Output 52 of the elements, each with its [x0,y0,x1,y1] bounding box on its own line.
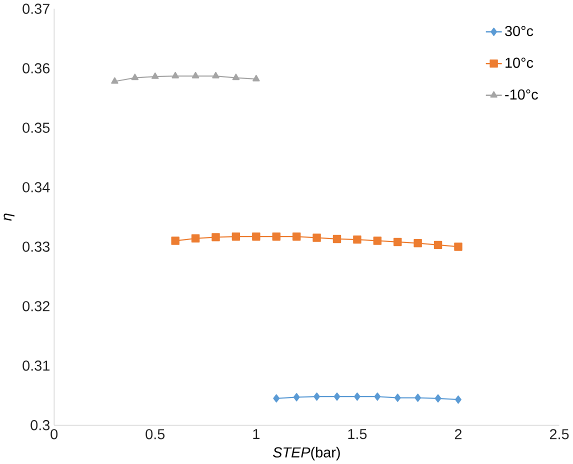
legend-label: 30°c [505,26,534,36]
point [353,235,362,244]
legend-label: 10°c [506,58,534,68]
point [394,238,402,246]
y-tick-label: 0.35 [22,122,50,133]
point [272,232,280,241]
point [151,72,159,79]
y-tick-label: 0.3 [30,420,50,430]
point [332,234,342,244]
point [314,392,320,401]
point [414,394,422,402]
point [354,392,360,401]
point [171,236,180,245]
point [293,393,300,402]
point [312,234,321,242]
x-tick-label: 1 [253,429,260,439]
y-tick-label: 0.33 [22,242,50,252]
x-tick-label: 1.5 [348,429,367,440]
point [273,394,280,402]
y-tick-label: 0.32 [22,301,50,312]
y-tick-label: 0.34 [22,182,50,192]
x-tick-label: 0 [50,429,58,440]
y-tick-label: 0.36 [22,63,50,74]
point [334,392,340,401]
x-tick-label: 0.5 [146,429,165,440]
point [292,232,301,241]
y-tick-label: 0.37 [22,4,50,14]
point [191,234,200,242]
point [414,239,422,248]
point [212,233,220,242]
point [111,77,118,84]
point [373,236,382,245]
point [454,242,462,251]
x-tick-label: 2 [454,429,462,440]
point [172,72,179,78]
x-tick-label: 2.5 [550,429,569,440]
point [434,240,442,250]
point [192,72,200,78]
y-tick-label: 0.31 [22,360,50,371]
x-axis-title: STEP(bar) [272,446,340,460]
point [252,232,260,241]
point [212,72,220,78]
point [232,232,240,241]
point [131,74,139,80]
point [232,74,240,80]
point [434,394,442,402]
legend-label: -10°c [505,89,538,100]
point [252,74,260,82]
point [374,392,381,401]
point [394,394,401,402]
y-axis-title: η [4,214,14,221]
point [455,395,462,404]
